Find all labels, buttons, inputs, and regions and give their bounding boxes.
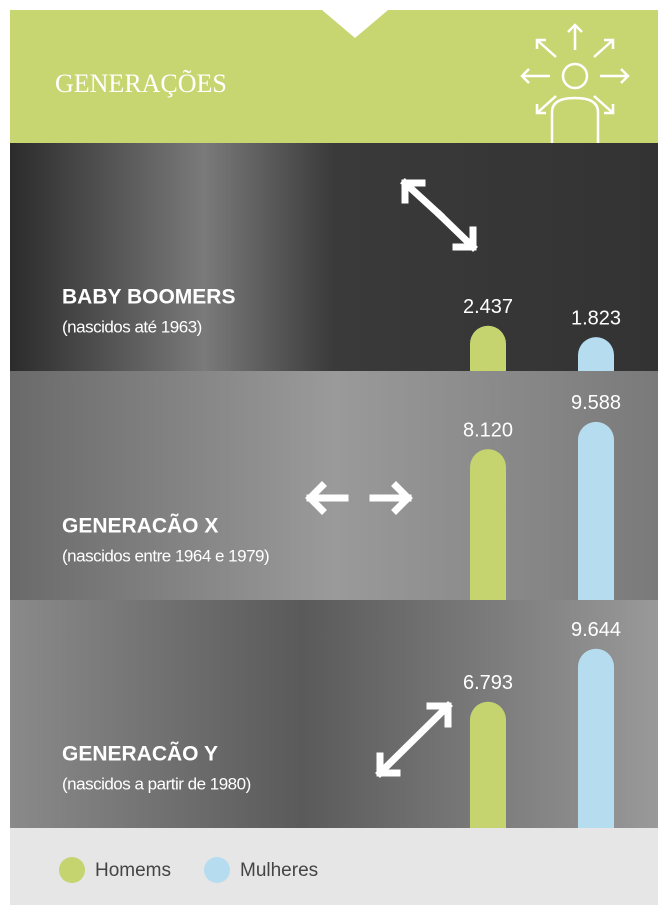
category-subtitle: (nascidos entre 1964 e 1979) (62, 546, 269, 565)
bar (470, 449, 506, 600)
legend-bg (10, 828, 658, 905)
notch (322, 10, 388, 38)
value-label: 6.793 (463, 672, 513, 694)
bar (578, 421, 614, 600)
legend-label: Homems (95, 860, 171, 881)
panel-bg (10, 143, 658, 371)
bar (470, 701, 506, 828)
legend-label: Mulheres (240, 860, 318, 881)
value-label: 9.588 (571, 392, 621, 414)
category-subtitle: (nascidos a partir de 1980) (62, 774, 251, 793)
bar (578, 648, 614, 828)
value-label: 2.437 (463, 296, 513, 318)
panel-bg (10, 371, 658, 600)
bar (470, 325, 506, 371)
icon (520, 23, 630, 143)
category-label: BABY BOOMERS (62, 286, 235, 309)
category-label: GENERACÃO Y (62, 743, 218, 766)
panel-bg (10, 600, 658, 828)
category-subtitle: (nascidos até 1963) (62, 317, 202, 336)
legend-swatch (59, 857, 85, 883)
value-label: 1.823 (571, 307, 621, 329)
category-label: GENERACÃO X (62, 515, 218, 538)
arrow-decoration (305, 178, 478, 778)
legend-swatch (204, 857, 230, 883)
value-label: 9.644 (571, 619, 621, 641)
title: GENERAÇÕES (55, 69, 227, 98)
value-label: 8.120 (463, 419, 513, 441)
bar (578, 337, 614, 371)
